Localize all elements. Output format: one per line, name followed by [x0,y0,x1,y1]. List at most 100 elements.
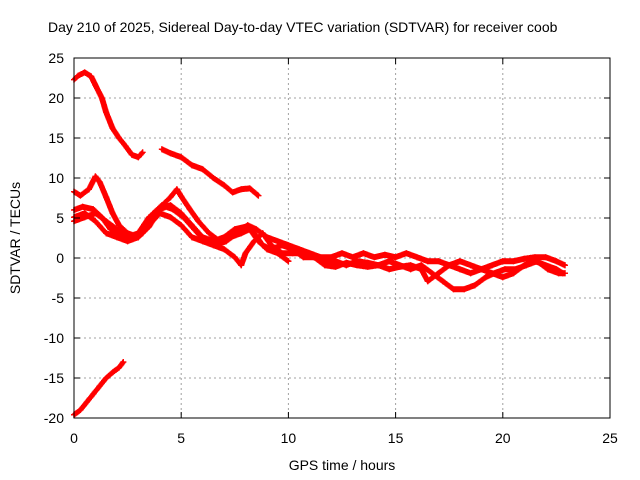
y-tick-label: 25 [48,50,64,66]
series-layer [71,69,568,418]
x-tick-label: 25 [602,430,618,446]
data-point [221,182,228,189]
data-point [278,242,285,249]
data-point [364,263,371,270]
data-point [439,278,446,285]
data-point [285,258,292,265]
data-point [98,95,105,101]
data-point [386,266,393,273]
data-point [371,254,378,261]
data-point [246,185,253,192]
data-point [542,254,549,261]
data-point [221,246,228,253]
data-point [90,391,97,397]
data-point [300,250,307,257]
data-point [521,262,528,269]
data-point [499,274,506,281]
data-point [135,234,142,241]
data-point [407,262,414,269]
y-tick-label: 20 [48,90,64,106]
data-point [103,230,110,237]
x-tick-labels: 0 5 10 15 20 25 [70,430,618,446]
data-point [435,270,442,277]
data-point [178,222,185,229]
data-point [146,222,153,229]
series-arc-5 [71,202,568,293]
data-point [81,69,88,76]
data-point [278,250,285,257]
series-arc-2 [158,146,262,199]
y-tick-labels: -20 -15 -10 -5 0 5 10 15 20 25 [44,50,64,426]
data-point [559,270,566,277]
data-point [103,375,110,381]
data-point [561,262,568,269]
data-point [274,238,281,245]
data-point [403,250,410,257]
data-point [139,149,146,156]
data-point [79,203,86,210]
series-arc-1 [71,69,146,161]
data-point [501,266,508,273]
data-point [446,262,453,269]
plot-frame [73,57,611,419]
data-point [120,359,127,365]
data-point [96,179,103,185]
data-point [223,238,230,245]
data-point [386,258,393,265]
y-tick-label: -15 [44,370,64,386]
data-point [188,222,195,229]
data-point [109,369,116,376]
data-point [332,258,339,265]
data-point [96,383,103,389]
data-point [178,193,185,200]
data-point [109,125,116,132]
data-point [199,238,206,245]
data-point [456,266,463,273]
data-point [553,266,560,273]
series-arc-4 [71,202,568,277]
data-point [199,166,206,173]
data-point [178,154,185,161]
data-point [229,189,236,196]
data-point [499,258,506,265]
data-point [456,258,463,265]
data-point [103,218,110,225]
ticks [73,57,611,419]
data-point [83,399,90,405]
x-tick-label: 5 [177,430,185,446]
data-point [242,223,249,230]
data-point [461,286,468,293]
data-point [268,242,275,249]
data-point [116,364,123,371]
data-point [259,242,266,249]
data-point [375,262,382,269]
data-point [103,109,110,116]
data-point [354,262,361,269]
data-point [553,258,560,265]
data-point [238,186,245,193]
data-point [489,262,496,269]
data-point [116,135,123,141]
data-point [418,266,425,273]
data-point [467,270,474,277]
data-point [392,254,399,261]
series-arc-7 [71,359,127,418]
y-tick-label: 5 [56,210,64,226]
data-point [146,214,153,221]
data-point [167,150,174,157]
data-point [103,194,110,201]
data-point [343,259,350,266]
data-point [253,226,260,233]
data-point [478,266,485,273]
data-point [88,73,95,80]
data-point [231,254,238,261]
data-point [321,262,328,269]
data-point [124,238,131,245]
data-point [311,254,318,261]
y-tick-label: -5 [52,290,65,306]
series-markers [71,202,568,293]
data-point [381,251,388,258]
y-tick-label: 0 [56,250,64,266]
data-point [242,250,249,257]
